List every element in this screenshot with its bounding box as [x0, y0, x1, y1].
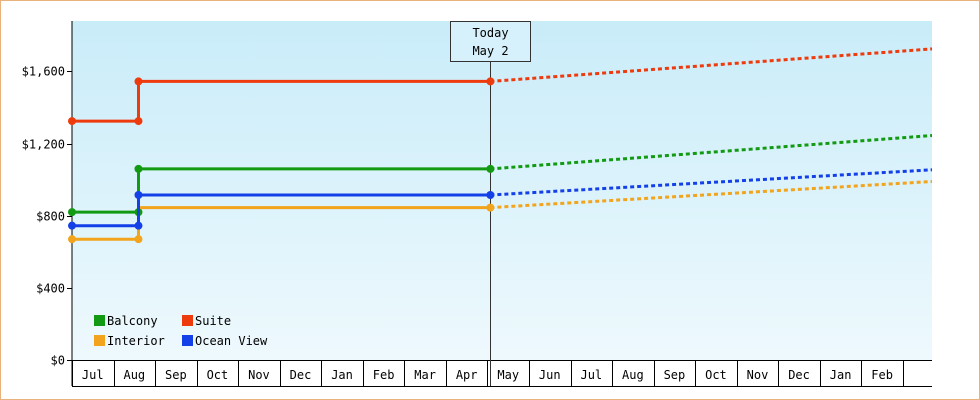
- month-label: Feb: [373, 368, 395, 382]
- suite-point: [134, 77, 143, 86]
- y-tick-label: $400: [36, 282, 65, 296]
- today-box: [450, 21, 531, 62]
- interior-point: [134, 235, 143, 244]
- balcony-legend-label: Balcony: [107, 314, 158, 328]
- today-label: Today: [472, 26, 508, 40]
- month-label: Oct: [207, 368, 229, 382]
- ocean-view-projection-line: [490, 168, 933, 197]
- suite-point: [134, 117, 143, 126]
- ocean-view-legend-swatch: [182, 335, 193, 346]
- balcony-legend-swatch: [94, 315, 105, 326]
- suite-point: [68, 117, 76, 126]
- month-label: Nov: [747, 368, 769, 382]
- y-tick-label: $0: [51, 354, 65, 368]
- interior-point: [68, 235, 76, 244]
- interior-legend-label: Interior: [107, 334, 165, 348]
- month-label: Jan: [830, 368, 852, 382]
- ocean-view-point: [134, 221, 143, 230]
- plot-background: [72, 21, 932, 360]
- month-label: Mar: [414, 368, 436, 382]
- month-label: Aug: [123, 368, 145, 382]
- balcony-point: [134, 164, 143, 173]
- y-tick-label: $1,200: [22, 138, 65, 152]
- month-label: Jan: [331, 368, 353, 382]
- month-label: Dec: [788, 368, 810, 382]
- suite-legend-label: Suite: [195, 314, 231, 328]
- suite-history-line: [72, 79, 491, 123]
- suite-legend-swatch: [182, 315, 193, 326]
- month-label: Oct: [705, 368, 727, 382]
- balcony-history-line: [72, 167, 491, 214]
- month-label: Feb: [871, 368, 893, 382]
- ocean-view-point: [68, 221, 76, 230]
- month-label: Sep: [165, 368, 187, 382]
- ocean-view-point: [486, 191, 495, 200]
- month-label: Dec: [290, 368, 312, 382]
- balcony-point: [486, 164, 495, 173]
- month-label: May: [497, 368, 519, 382]
- month-label: Sep: [664, 368, 686, 382]
- month-label: Nov: [248, 368, 270, 382]
- month-label: Jul: [82, 368, 104, 382]
- y-tick-label: $800: [36, 210, 65, 224]
- interior-point: [486, 203, 495, 212]
- ocean-view-legend-label: Ocean View: [195, 334, 268, 348]
- interior-projection-line: [490, 180, 933, 210]
- y-tick-label: $1,600: [22, 65, 65, 79]
- month-label: Aug: [622, 368, 644, 382]
- month-label: Jun: [539, 368, 561, 382]
- month-label: Apr: [456, 368, 478, 382]
- ocean-view-point: [134, 191, 143, 200]
- today-date: May 2: [472, 44, 508, 58]
- balcony-projection-line: [490, 134, 933, 171]
- suite-point: [486, 77, 495, 86]
- suite-projection-line: [490, 47, 933, 83]
- interior-legend-swatch: [94, 335, 105, 346]
- month-label: Jul: [580, 368, 602, 382]
- ocean-view-history-line: [72, 193, 491, 228]
- balcony-point: [68, 208, 76, 217]
